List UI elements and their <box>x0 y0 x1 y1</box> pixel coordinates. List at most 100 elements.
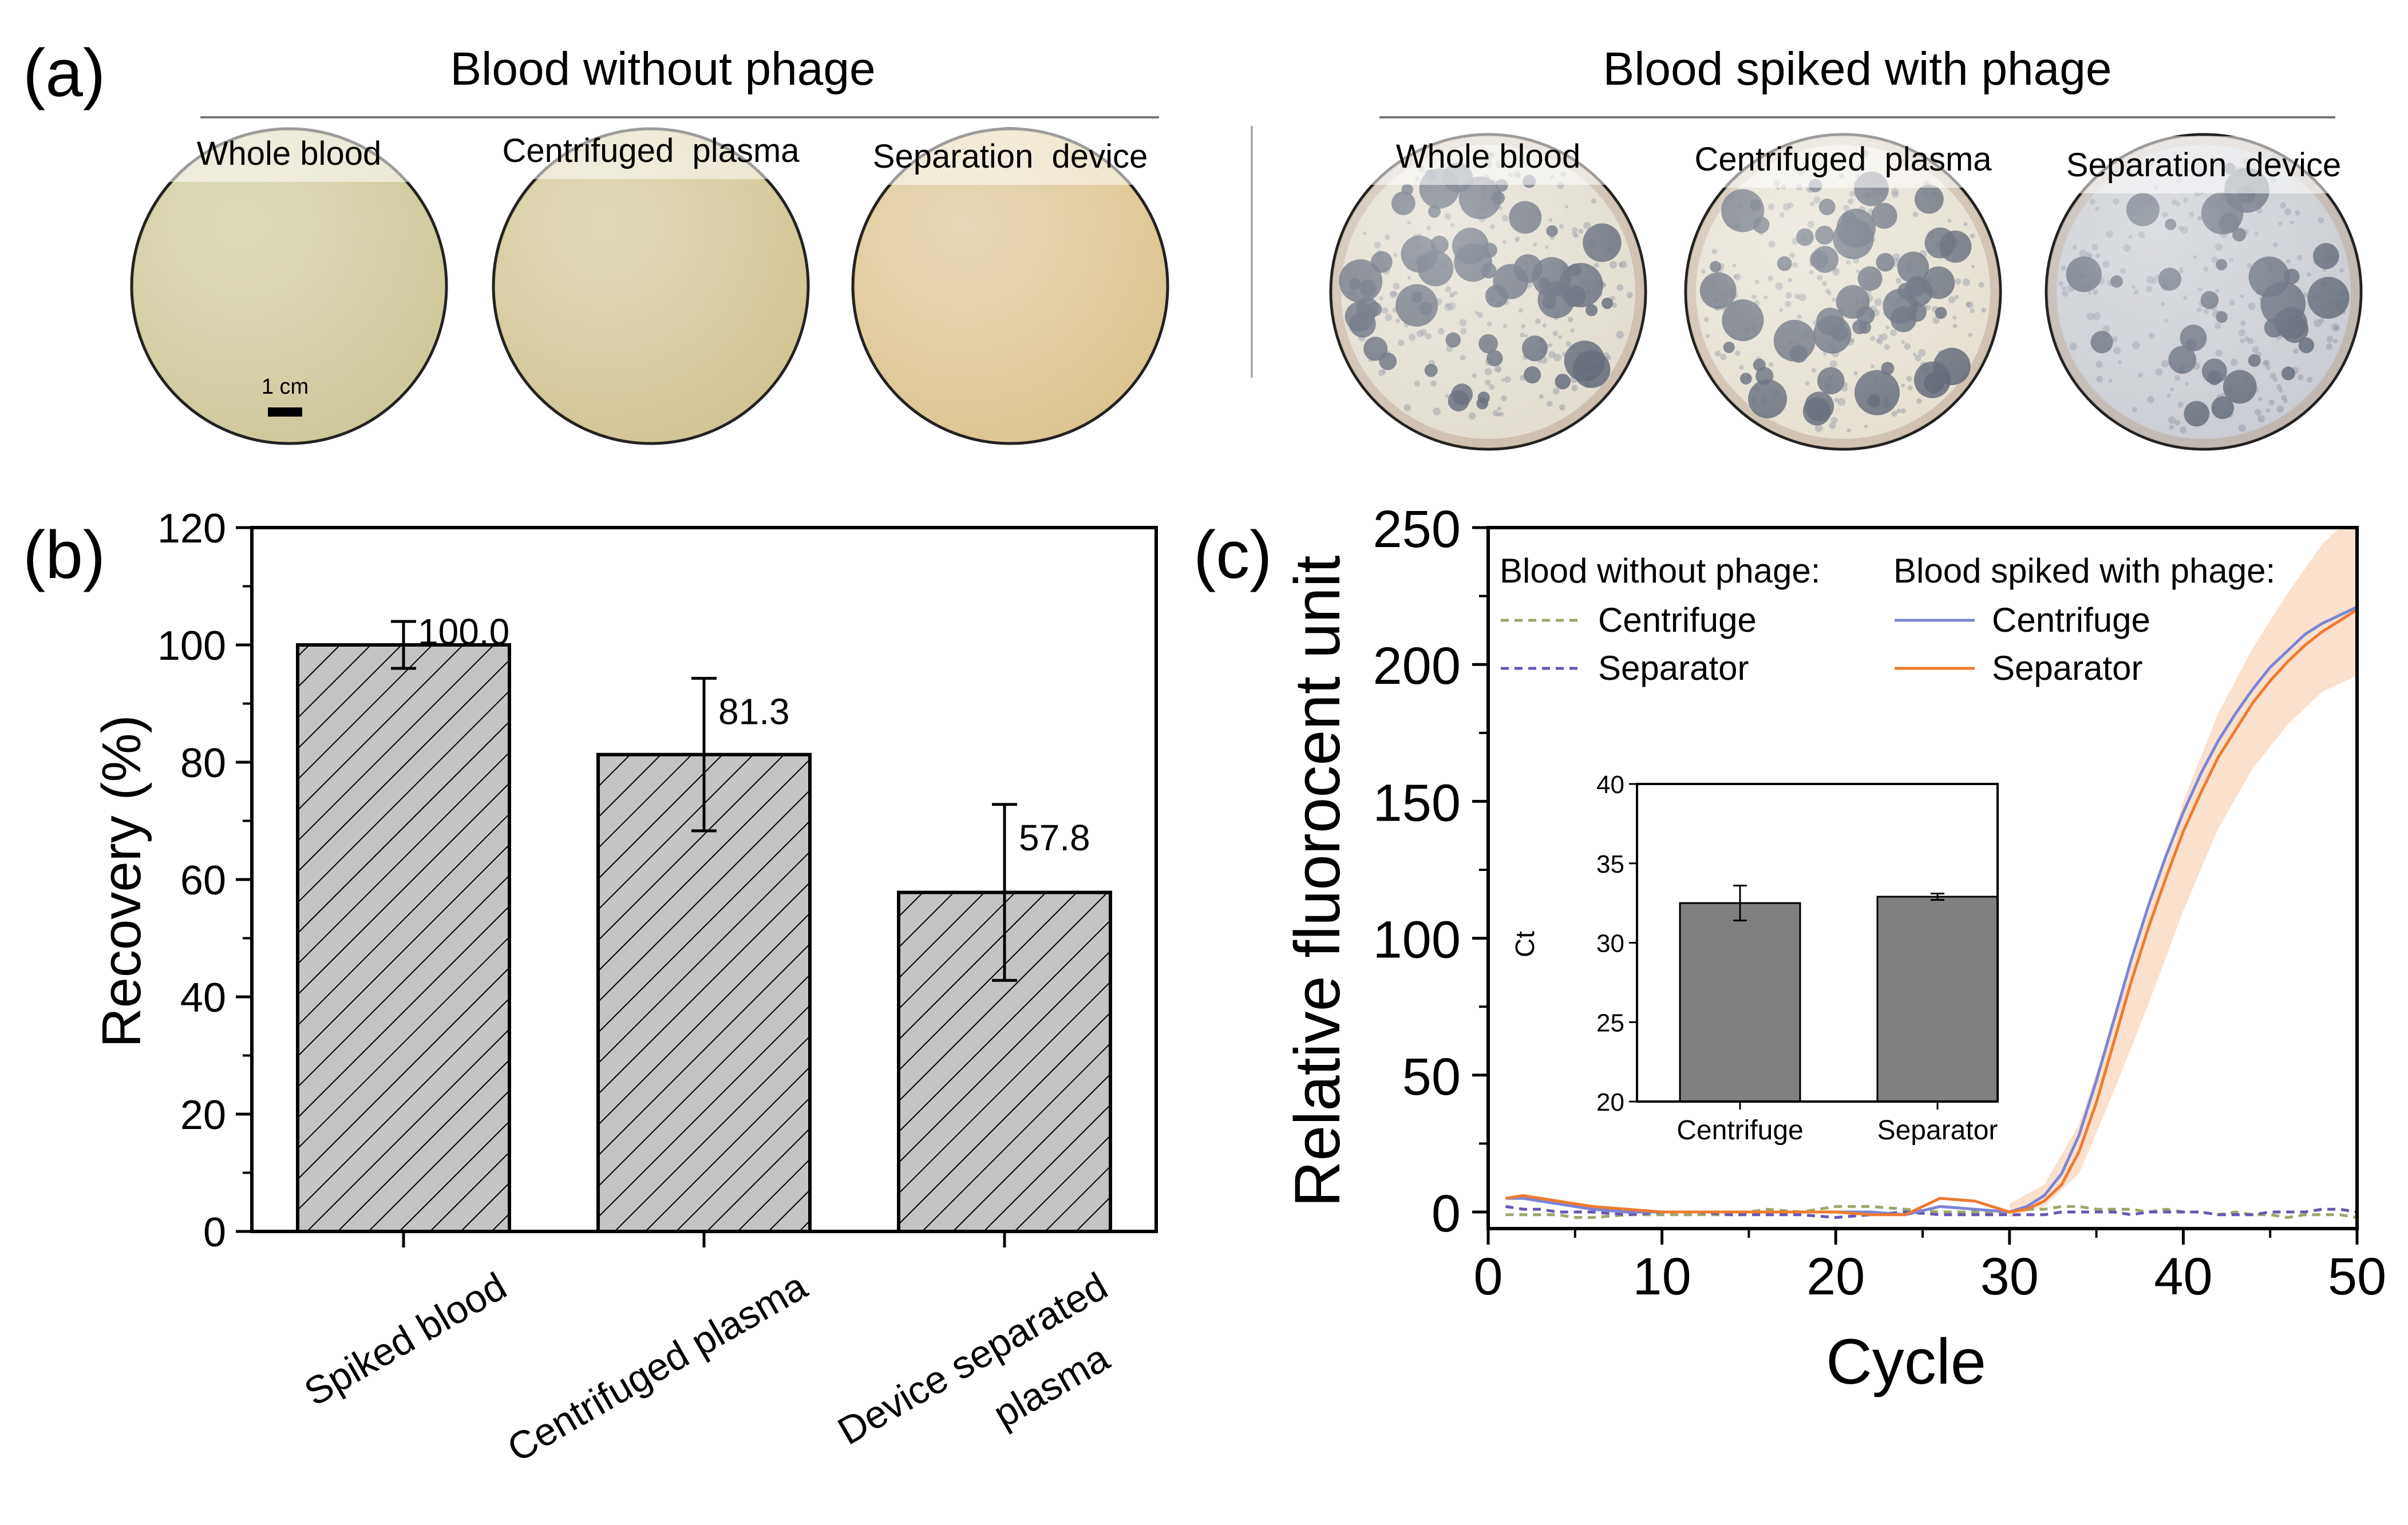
plates-with: Whole blood Centrifuged plasma Separation … <box>1316 128 2375 451</box>
chart-c-line-with-centrifuge <box>1505 605 2357 1217</box>
scale-bar-label: 1 cm <box>262 375 309 399</box>
plate-label-band <box>117 125 461 182</box>
chart-c-line-without-separator <box>1505 1205 2357 1219</box>
plate-label-band <box>1671 130 2015 188</box>
panel-b-label: (b) <box>23 517 105 593</box>
chart-c-ytick-label: 100 <box>1373 911 1461 969</box>
panel-c: (c) Relative fluorocent unit Cycle 0 50 10… <box>1193 500 2386 1397</box>
plate-label-band <box>1316 128 1660 185</box>
plate-label-band <box>2032 136 2375 193</box>
panel-a-label: (a) <box>23 35 105 111</box>
chart-b-ytick-label: 20 <box>180 1092 226 1138</box>
chart-b-ytick-label: 100 <box>157 623 226 669</box>
dish-shine <box>2049 137 2359 447</box>
chart-c-xtick-label: 30 <box>1980 1247 2039 1306</box>
plate-without-1: Whole blood <box>117 125 461 445</box>
chart-c-ytick-label: 250 <box>1373 500 1461 558</box>
inset-ytick-label: 25 <box>1596 1009 1624 1037</box>
group-without-title: Blood without phage <box>450 43 875 95</box>
inset-ylabel: Ct <box>1510 931 1540 957</box>
dish-shine <box>1333 137 1643 447</box>
chart-b-ytick-label: 0 <box>203 1210 226 1255</box>
chart-c-ytick-label: 50 <box>1402 1048 1461 1106</box>
legend-with-title: Blood spiked with phage: <box>1893 552 2275 590</box>
chart-c-xtick-label: 0 <box>1473 1247 1502 1306</box>
inset-ytick-label: 40 <box>1596 771 1624 799</box>
chart-b-category-label: Spiked blood <box>297 1264 514 1414</box>
chart-c-series <box>1505 605 2357 1219</box>
dish-shine <box>134 131 444 441</box>
inset-bar <box>1679 902 1801 1103</box>
chart-b-data-label: 57.8 <box>1019 817 1090 858</box>
legend-label-without-centrifuge: Centrifuge <box>1598 601 1757 639</box>
plate-label: Whole blood <box>1396 138 1580 175</box>
panel-b: (b) Recovery (%) 0 20 40 60 80 100 120 100.0 81… <box>23 506 1158 1471</box>
plate-label: Separation device <box>873 138 1148 175</box>
legend-label-without-separator: Separator <box>1598 649 1749 687</box>
legend-label-with-centrifuge: Centrifuge <box>1992 601 2150 639</box>
chart-c-frame <box>1486 526 2359 1230</box>
chart-c-xtick-label: 50 <box>2328 1247 2386 1306</box>
inset-ytick-label: 35 <box>1596 850 1624 878</box>
chart-b-category-label: Centrifuged plasma <box>500 1264 814 1471</box>
inset-ticks: 20 25 30 35 40 <box>1596 771 1637 1116</box>
chart-c-legend: Blood without phage: Blood spiked with p… <box>1500 552 2275 687</box>
plate-label-band <box>479 122 823 179</box>
plate-label: Centrifuged plasma <box>502 132 800 169</box>
chart-c-xtick-label: 40 <box>2154 1247 2212 1306</box>
plate-with-2: Centrifuged plasma <box>1671 130 2015 451</box>
plate-with-3: Separation device <box>2032 133 2375 451</box>
inset-bar <box>1876 896 1999 1103</box>
chart-c-ytick-label: 150 <box>1373 774 1461 832</box>
plate-without-3: Separation device <box>839 127 1182 445</box>
plate-label-band <box>839 128 1182 185</box>
chart-b-bars: 100.0 81.3 57.8 <box>296 611 1112 1234</box>
chart-b-data-label: 81.3 <box>718 691 790 732</box>
dish-shine <box>1688 137 1998 447</box>
scale-bar: 1 cm <box>262 375 309 417</box>
plate-label: Whole blood <box>197 135 381 172</box>
plate-label: Separation device <box>2066 146 2341 184</box>
inset-bars: Centrifuge Separator <box>1676 885 1999 1146</box>
inset-ytick-label: 20 <box>1596 1088 1624 1116</box>
chart-c-inset: Ct 20 25 30 35 40 Centrifuge Separator <box>1510 771 1999 1146</box>
legend-without-title: Blood without phage: <box>1500 552 1820 590</box>
chart-c-xlabel: Cycle <box>1826 1326 1986 1397</box>
plate-without-2: Centrifuged plasma <box>479 122 823 445</box>
chart-c-xtick-label: 20 <box>1806 1247 1865 1306</box>
chart-c-xtick-label: 10 <box>1632 1247 1691 1306</box>
group-with-title: Blood spiked with phage <box>1603 43 2112 95</box>
chart-b-category-line: Spiked blood <box>297 1264 514 1414</box>
chart-b-ytick-label: 40 <box>180 975 226 1021</box>
chart-c-line-with-separator <box>1505 608 2357 1217</box>
panel-a: (a) Blood without phage Blood spiked wit… <box>23 35 2375 451</box>
plate-label: Centrifuged plasma <box>1694 141 1992 178</box>
chart-c-ylabel: Relative fluorocent unit <box>1282 555 1353 1207</box>
chart-c-confidence-band <box>2009 526 2357 1218</box>
inset-category-label: Centrifuge <box>1676 1115 1803 1146</box>
chart-b-ytick-label: 60 <box>180 858 226 904</box>
chart-b-ticks: 0 20 40 60 80 100 120 <box>157 506 252 1255</box>
inset-category-label: Separator <box>1877 1115 1998 1146</box>
chart-b-ytick-label: 80 <box>180 740 226 786</box>
chart-b-ytick-label: 120 <box>157 506 226 552</box>
chart-c-ytick-label: 200 <box>1373 637 1461 695</box>
panel-c-label: (c) <box>1193 517 1272 593</box>
scale-bar-line <box>268 407 302 417</box>
inset-frame <box>1636 783 1999 1103</box>
plate-with-1: Whole blood <box>1316 128 1660 451</box>
chart-c-ticks: 0 50 100 150 200 250 0 10 20 30 40 50 <box>1373 500 2387 1306</box>
chart-b-category-line: Centrifuged plasma <box>500 1264 814 1471</box>
plates-without: Whole blood Centrifuged plasma Separation … <box>117 122 1182 445</box>
chart-c-ytick-label: 0 <box>1432 1185 1461 1243</box>
chart-b-data-label: 100.0 <box>418 611 509 652</box>
chart-b-bar <box>296 643 511 1233</box>
legend-label-with-separator: Separator <box>1992 649 2143 687</box>
chart-b-ylabel: Recovery (%) <box>91 715 152 1047</box>
dish-shine <box>855 131 1165 441</box>
inset-ytick-label: 30 <box>1596 930 1624 958</box>
chart-b-bar <box>596 752 812 1234</box>
